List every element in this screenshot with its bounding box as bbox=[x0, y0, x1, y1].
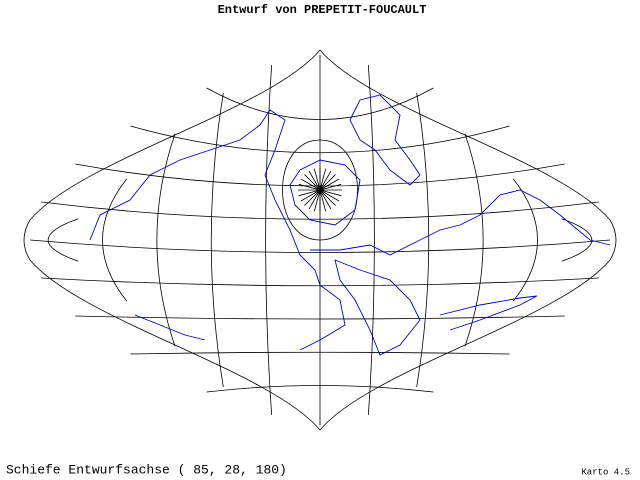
graticule-line bbox=[130, 125, 510, 154]
graticule-line bbox=[102, 178, 127, 302]
pole-ray bbox=[319, 189, 340, 202]
graticule-line bbox=[41, 201, 599, 220]
graticule-line bbox=[513, 178, 538, 302]
pole-ray bbox=[319, 183, 342, 191]
pole-ray bbox=[308, 189, 321, 210]
pole-ray bbox=[298, 189, 321, 197]
graticule-line bbox=[206, 87, 434, 120]
graticule-line bbox=[206, 385, 434, 393]
coastline bbox=[289, 159, 361, 226]
pole-ray bbox=[319, 168, 327, 191]
map-outline bbox=[23, 49, 617, 431]
graticule bbox=[23, 49, 617, 431]
pole-ray bbox=[313, 189, 321, 212]
coastline bbox=[310, 189, 611, 256]
graticule-line bbox=[130, 351, 510, 355]
pole-ray bbox=[319, 174, 336, 191]
coastline bbox=[334, 259, 421, 356]
pole-ray bbox=[304, 174, 321, 191]
pole-ray bbox=[319, 170, 332, 191]
graticule-line bbox=[41, 277, 599, 287]
pole-ray bbox=[308, 170, 321, 191]
graticule-line bbox=[29, 239, 611, 253]
map-title: Entwurf von PREPETIT-FOUCAULT bbox=[218, 3, 427, 17]
pole-ray bbox=[300, 189, 321, 202]
pole-ray bbox=[313, 168, 321, 191]
graticule-line bbox=[47, 218, 79, 262]
coastline bbox=[89, 109, 346, 351]
coastline bbox=[134, 314, 206, 341]
graticule-line bbox=[464, 133, 484, 347]
coastline bbox=[349, 94, 421, 186]
graticule-line bbox=[367, 64, 375, 416]
graticule-line bbox=[75, 315, 565, 320]
pole-ray bbox=[319, 178, 340, 191]
pole-ray bbox=[304, 189, 321, 206]
coastline bbox=[439, 295, 538, 331]
pole-ray bbox=[319, 189, 342, 197]
graticule-line bbox=[282, 139, 358, 241]
pole-ray bbox=[319, 189, 332, 210]
projection-caption: Schiefe Entwurfsachse ( 85, 28, 180) bbox=[6, 462, 287, 477]
pole-ray bbox=[319, 189, 327, 212]
software-credit: Karto 4.5 bbox=[581, 467, 630, 477]
graticule-line bbox=[416, 92, 430, 388]
pole-ray bbox=[298, 183, 321, 191]
coastlines bbox=[89, 94, 611, 356]
pole-ray bbox=[319, 189, 336, 206]
graticule-line bbox=[210, 92, 224, 388]
graticule-line bbox=[561, 218, 593, 262]
graticule-line bbox=[156, 133, 176, 347]
pole-ray bbox=[300, 178, 321, 191]
